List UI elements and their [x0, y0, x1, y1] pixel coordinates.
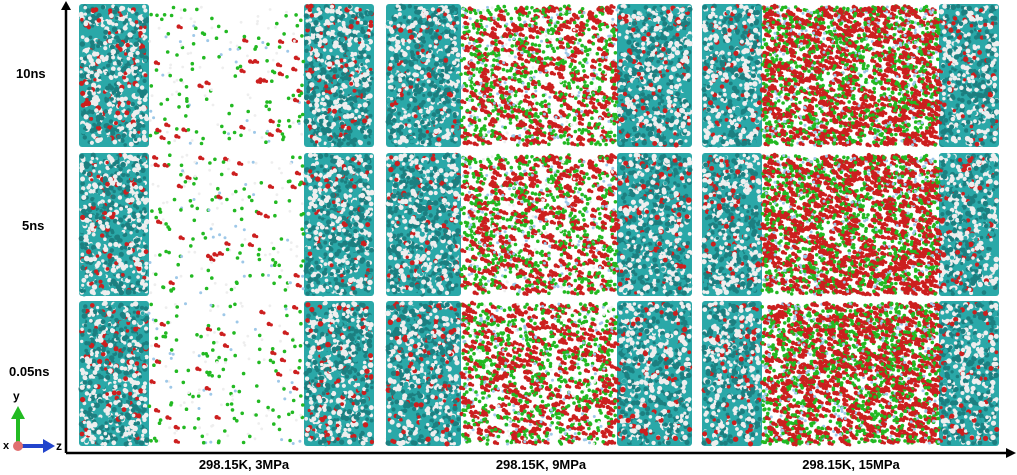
column-label-15mpa: 298.15K, 15MPa: [701, 457, 1001, 472]
snapshot-panels: [78, 3, 1000, 447]
axis-label-y: y: [13, 389, 20, 403]
orientation-axes-icon: [11, 406, 55, 453]
axis-label-z: z: [56, 439, 62, 453]
figure-bottom-axis-arrow: [1006, 448, 1016, 458]
row-label-10ns: 10ns: [16, 66, 46, 81]
column-label-3mpa: 298.15K, 3MPa: [94, 457, 394, 472]
row-label-5ns: 5ns: [22, 218, 44, 233]
column-label-9mpa: 298.15K, 9MPa: [391, 457, 691, 472]
row-label-0.05ns: 0.05ns: [9, 364, 49, 379]
axis-label-x: x: [3, 440, 9, 452]
figure-left-axis-arrow: [61, 1, 71, 10]
